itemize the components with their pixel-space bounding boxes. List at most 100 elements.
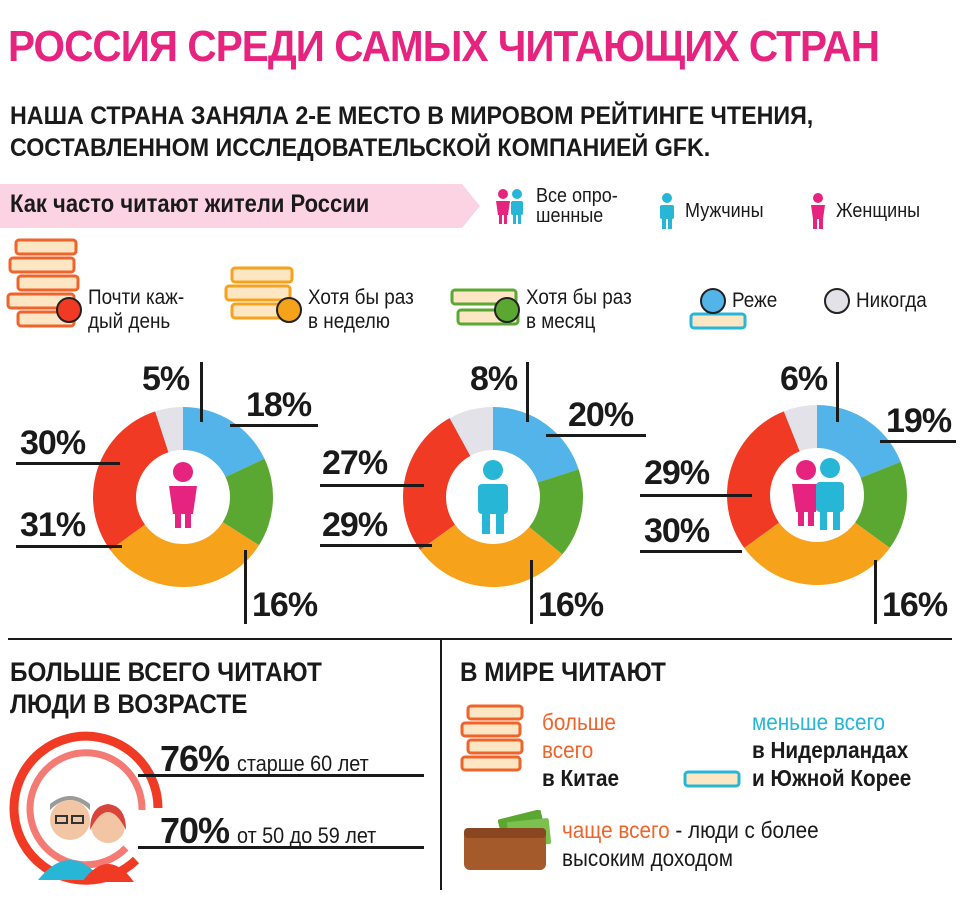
donut-chart-all	[727, 405, 907, 585]
world-less-line-3: и Южной Корее	[752, 765, 912, 791]
book-korea-icon	[683, 770, 741, 788]
leader-all-rarely	[880, 440, 956, 443]
age-heading-line-1: БОЛЬШЕ ВСЕГО ЧИТАЮТ	[10, 657, 322, 687]
leader-women-daily	[16, 462, 120, 465]
label-all-weekly: 30%	[644, 512, 710, 550]
world-more: больше всего в Китае	[542, 708, 619, 792]
legend-women: Женщины	[806, 192, 929, 230]
how-often-band-tip	[462, 184, 480, 228]
legend-weekly-line-2: в неделю	[308, 310, 390, 333]
people-pair-center-icon	[792, 458, 844, 530]
donut-segment-men-daily	[403, 418, 471, 550]
leader-men-monthly	[530, 560, 533, 624]
leader-all-daily	[640, 494, 752, 497]
donut-segment-all-monthly	[855, 461, 907, 548]
leader-all-weekly	[640, 550, 742, 553]
age-row-2-underline	[138, 846, 424, 849]
label-men-weekly: 29%	[322, 506, 388, 544]
legend-never: Никогда	[824, 288, 935, 314]
age-row-1: 76% старше 60 лет	[160, 738, 383, 780]
world-often-line-2: высоким доходом	[562, 845, 733, 871]
legend-all-line-1: Все опро-	[536, 185, 618, 207]
label-men-never: 8%	[470, 360, 518, 398]
woman-icon	[811, 193, 825, 229]
legend-rarely: Реже	[700, 288, 782, 314]
man-center-icon	[478, 460, 508, 534]
donut-segment-men-never	[449, 407, 493, 456]
donut-segment-men-rarely	[493, 407, 579, 483]
age-row-1-pct: 76%	[160, 738, 230, 779]
donut-segment-women-monthly	[222, 458, 273, 546]
donut-segment-women-weekly	[110, 522, 259, 587]
age-heading-line-2: ЛЮДИ В ВОЗРАСТЕ	[10, 689, 248, 719]
leader-men-never	[526, 362, 529, 422]
donut-chart-men	[403, 407, 583, 587]
age-row-1-underline	[138, 774, 424, 777]
legend-weekly-line-1: Хотя бы раз	[308, 286, 414, 309]
leader-women-rarely	[230, 424, 318, 427]
age-row-2: 70% от 50 до 59 лет	[160, 810, 392, 852]
label-men-monthly: 16%	[538, 586, 604, 624]
leader-men-daily	[320, 484, 424, 487]
label-all-rarely: 19%	[886, 402, 952, 440]
people-pair-icon	[496, 189, 523, 224]
world-more-line-2: всего	[542, 737, 594, 763]
label-women-daily: 30%	[20, 424, 86, 462]
label-all-monthly: 16%	[882, 586, 948, 624]
donut-segment-men-monthly	[529, 469, 583, 555]
world-less: меньше всего в Нидерландах и Южной Корее	[752, 708, 911, 792]
label-men-daily: 27%	[322, 444, 388, 482]
leader-women-monthly	[244, 550, 247, 624]
legend-weekly: Хотя бы раз в неделю	[276, 286, 426, 334]
legend-monthly: Хотя бы раз в месяц	[494, 286, 644, 334]
age-row-2-pct: 70%	[160, 810, 230, 851]
donut-segment-women-never	[155, 407, 183, 453]
subtitle-line-1: НАША СТРАНА ЗАНЯЛА 2-Е МЕСТО В МИРОВОМ Р…	[10, 102, 814, 130]
legend-rarely-label: Реже	[732, 289, 778, 312]
legend-monthly-line-1: Хотя бы раз	[526, 286, 632, 309]
legend-men-label: Мужчины	[685, 200, 764, 222]
world-often-rest: - люди с более	[669, 817, 819, 843]
world-less-line-1: меньше всего	[752, 709, 886, 735]
page-title: РОССИЯ СРЕДИ САМЫХ ЧИТАЮЩИХ СТРАН	[8, 22, 880, 71]
donut-segment-men-weekly	[420, 524, 563, 587]
age-row-1-text: старше 60 лет	[237, 751, 369, 776]
world-often-highlight: чаще всего	[562, 817, 670, 843]
legend-all-respondents: Все опро- шенные	[490, 186, 627, 226]
page-subtitle: НАША СТРАНА ЗАНЯЛА 2-Е МЕСТО В МИРОВОМ Р…	[10, 100, 940, 164]
legend-weekly-dot	[276, 297, 302, 323]
label-women-never: 5%	[142, 360, 190, 398]
woman-center-icon	[169, 462, 197, 528]
donut-segment-all-rarely	[817, 405, 901, 478]
age-rings-icon	[9, 731, 163, 885]
legend-men: Мужчины	[655, 192, 772, 230]
donut-segment-women-rarely	[183, 407, 265, 477]
world-less-line-2: в Нидерландах	[752, 737, 909, 763]
legend-daily: Почти каж- дый день	[56, 286, 195, 334]
world-more-line-3: в Китае	[542, 765, 620, 791]
leader-all-never	[836, 362, 839, 422]
leader-women-weekly	[16, 545, 122, 548]
subtitle-line-2: СОСТАВЛЕННОМ ИССЛЕДОВАТЕЛЬСКОЙ КОМПАНИЕЙ…	[10, 134, 711, 162]
section-divider-horizontal	[8, 638, 952, 640]
leader-women-never	[200, 362, 203, 422]
wallet-money-icon	[464, 810, 552, 870]
leader-men-weekly	[320, 544, 432, 547]
books-stack-china-icon	[460, 704, 524, 772]
legend-monthly-dot	[494, 297, 520, 323]
legend-daily-line-2: дый день	[88, 310, 171, 333]
world-more-line-1: больше	[542, 709, 616, 735]
donut-segment-all-daily	[727, 411, 800, 548]
legend-daily-dot	[56, 297, 82, 323]
section-divider-vertical	[440, 640, 442, 890]
label-women-rarely: 18%	[246, 386, 312, 424]
legend-never-dot	[824, 288, 850, 314]
how-often-band	[0, 184, 462, 228]
label-women-monthly: 16%	[252, 586, 318, 624]
world-heading: В МИРЕ ЧИТАЮТ	[460, 657, 666, 687]
label-men-rarely: 20%	[568, 396, 634, 434]
label-all-daily: 29%	[644, 454, 710, 492]
label-all-never: 6%	[780, 360, 828, 398]
leader-men-rarely	[546, 434, 646, 437]
how-often-label: Как часто читают жители России	[10, 190, 370, 218]
